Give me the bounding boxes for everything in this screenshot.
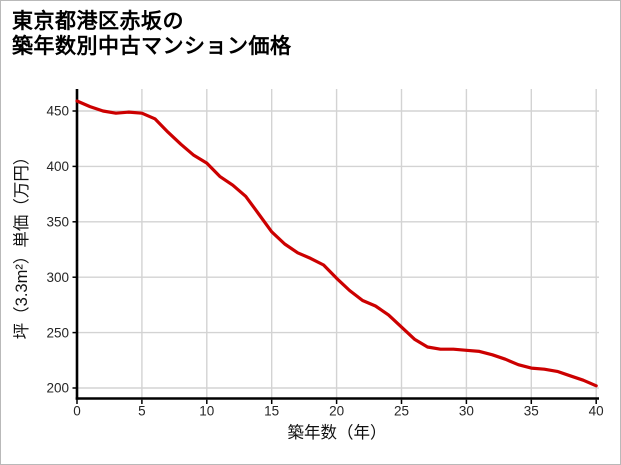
x-tick-label: 5 (138, 404, 146, 419)
y-tick-label: 300 (46, 270, 69, 285)
x-axis-label: 築年数（年） (288, 423, 387, 442)
x-tick-label: 0 (73, 404, 81, 419)
axis-spines (75, 89, 599, 400)
y-tick-label: 450 (46, 104, 69, 119)
chart-title-line2: 築年数別中古マンション価格 (12, 35, 292, 58)
x-tick-label: 25 (394, 404, 409, 419)
chart-title-line1: 東京都港区赤坂の (12, 10, 184, 33)
y-tick-label: 350 (46, 215, 69, 230)
chart-title: 東京都港区赤坂の 築年数別中古マンション価格 (12, 9, 292, 59)
y-tick-labels: 200 250 300 350 400 450 (46, 104, 69, 396)
tick-marks (72, 110, 597, 404)
y-tick-label: 200 (46, 381, 69, 396)
price-line (75, 99, 598, 388)
gridlines (77, 89, 599, 399)
y-tick-label: 250 (46, 325, 69, 340)
y-tick-label: 400 (46, 159, 69, 174)
x-tick-label: 30 (459, 404, 474, 419)
x-tick-label: 35 (524, 404, 539, 419)
x-tick-label: 20 (329, 404, 344, 419)
x-tick-label: 10 (199, 404, 214, 419)
y-axis-label: 坪（3.3m²）単価（万円） (12, 149, 31, 340)
x-tick-labels: 0 5 10 15 20 25 30 35 40 (73, 404, 603, 419)
x-tick-label: 15 (264, 404, 279, 419)
x-tick-label: 40 (589, 404, 604, 419)
